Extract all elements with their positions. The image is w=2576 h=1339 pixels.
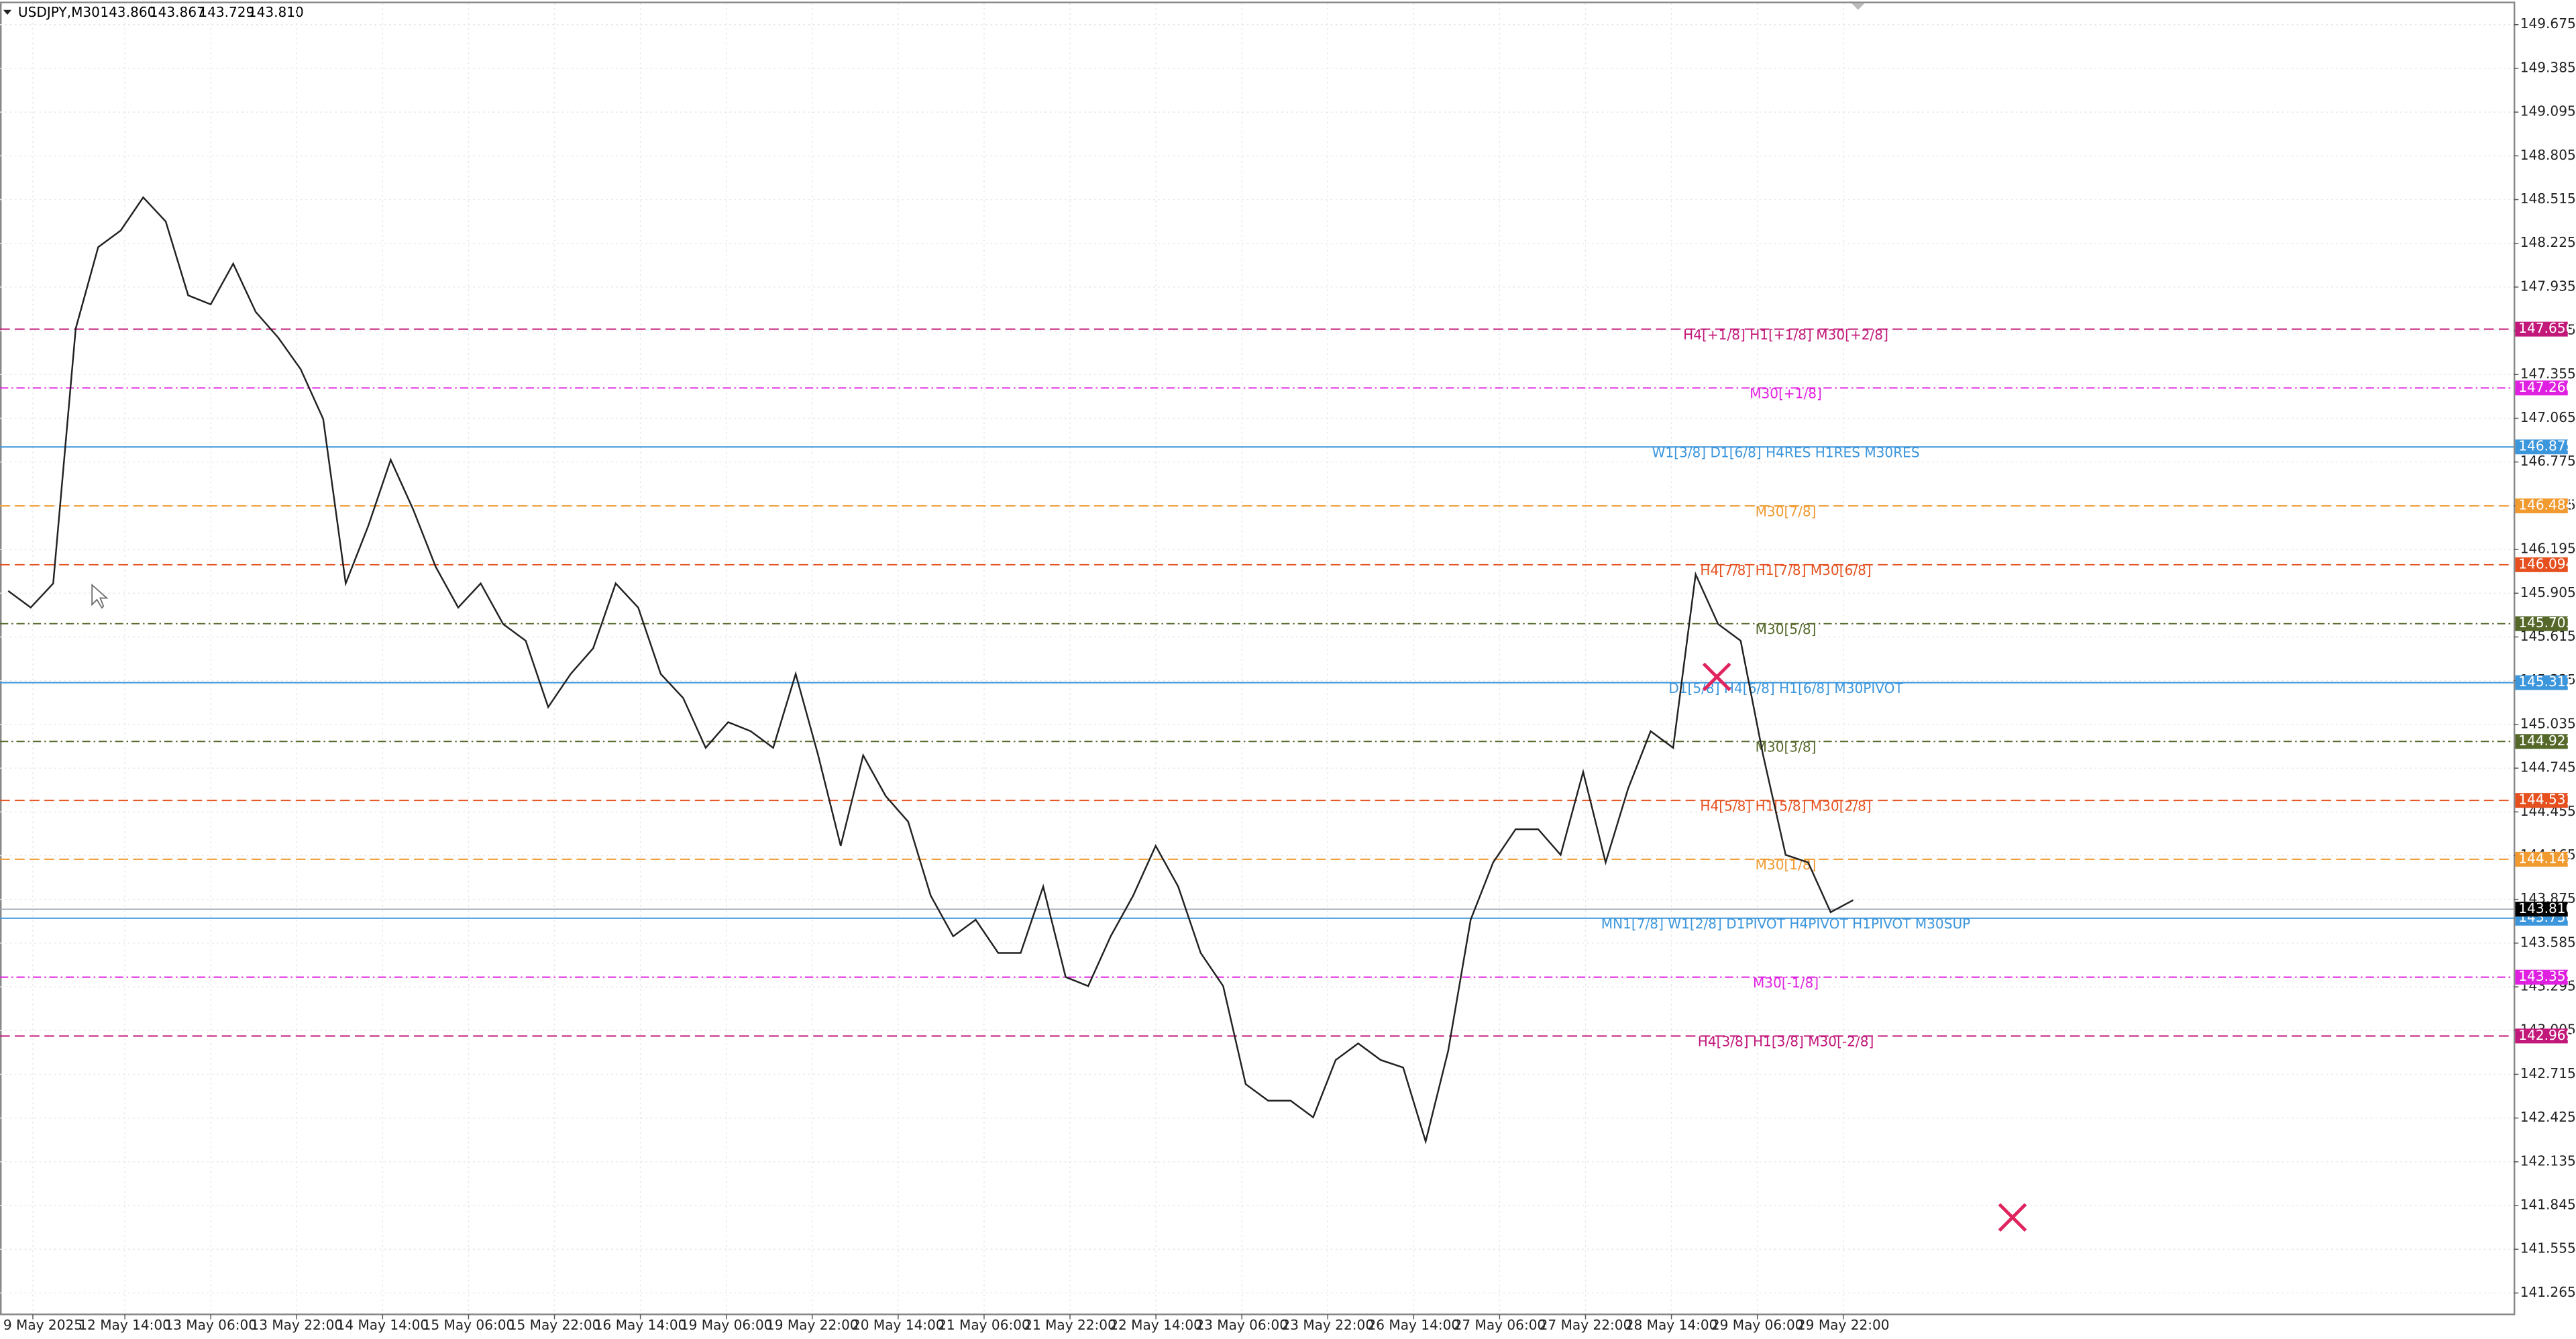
y-tick-label: 148.805: [2520, 147, 2576, 163]
price-tag: [2515, 321, 2568, 337]
level-label: M30[1/8]: [1756, 857, 1817, 873]
y-tick-label: 147.935: [2520, 278, 2576, 294]
price-tag: [2515, 557, 2568, 572]
y-tick-label: 141.555: [2520, 1240, 2576, 1256]
y-tick-label: 141.265: [2520, 1284, 2576, 1300]
price-tag-label: 144.531: [2518, 792, 2574, 808]
price-tag: [2515, 902, 2568, 917]
levels: H4[+1/8] H1[+1/8] M30[+2/8] M30[+1/8] W1[3…: [0, 327, 2514, 1050]
y-tick-label: 141.845: [2520, 1197, 2576, 1213]
price-tag-label: 146.875: [2518, 438, 2574, 454]
price-tag: [2515, 439, 2568, 455]
level-label: H4[7/8] H1[7/8] M30[6/8]: [1700, 562, 1871, 578]
x-tick-label: 27 May 06:00: [1454, 1317, 1546, 1333]
x-tick-label: 23 May 06:00: [1195, 1317, 1288, 1333]
level-label: M30[3/8]: [1756, 739, 1817, 755]
y-tick-label: 147.355: [2520, 366, 2576, 382]
y-tick-label: 146.195: [2520, 541, 2576, 557]
symbol: USDJPY,M30: [18, 4, 100, 20]
x-tick-label: 21 May 06:00: [938, 1317, 1030, 1333]
price-tag: [2515, 734, 2568, 749]
x-tick-label: 28 May 14:00: [1625, 1317, 1718, 1333]
axes: 149.675 149.385 149.095 148.805 148.515 148.2…: [3, 15, 2576, 1333]
level-label: H4[+1/8] H1[+1/8] M30[+2/8]: [1683, 327, 1888, 343]
level-label: H4[3/8] H1[3/8] M30[-2/8]: [1698, 1034, 1874, 1050]
price-line: [7, 196, 1854, 1145]
level-label: M30[-1/8]: [1753, 975, 1819, 991]
y-tick-label: 149.675: [2520, 15, 2576, 32]
price-tag: [2515, 851, 2568, 867]
price-tag: [2515, 380, 2568, 396]
level-label: W1[3/8] D1[6/8] H4RES H1RES M30RES: [1652, 445, 1919, 461]
close: 143.810: [248, 4, 304, 20]
level-label: H4[5/8] H1[5/8] M30[2/8]: [1700, 798, 1871, 814]
cross-marker: [1998, 1203, 2027, 1232]
price-tag-label: 146.484: [2518, 497, 2574, 513]
price-tag-label: 146.094: [2518, 555, 2574, 572]
price-tag-label: 143.810: [2518, 900, 2574, 916]
x-tick-label: 23 May 22:00: [1281, 1317, 1374, 1333]
price-tag: [2515, 616, 2568, 631]
x-tick-label: 22 May 14:00: [1110, 1317, 1202, 1333]
y-tick-label: 144.745: [2520, 759, 2576, 775]
y-tick-label: 147.065: [2520, 409, 2576, 425]
menu-icon[interactable]: [3, 9, 12, 15]
y-tick-label: 143.585: [2520, 934, 2576, 950]
price-tag-label: 144.141: [2518, 850, 2574, 866]
price: [7, 196, 1854, 1145]
y-tick-label: 142.425: [2520, 1109, 2576, 1125]
price-tag: [2515, 969, 2568, 985]
plot-frame: [0, 1, 2516, 1316]
y-tick-label: 149.095: [2520, 103, 2576, 119]
y-tick-label: 148.515: [2520, 191, 2576, 207]
x-tick-label: 21 May 22:00: [1024, 1317, 1116, 1333]
y-tick-label: 145.035: [2520, 715, 2576, 731]
high: 143.867: [150, 4, 205, 20]
price-tag-label: 145.703: [2518, 614, 2574, 631]
x-tick-label: 20 May 14:00: [852, 1317, 945, 1333]
price-tag: [2515, 675, 2568, 690]
level-label: M30[5/8]: [1756, 621, 1817, 637]
price-tag-label: 147.266: [2518, 379, 2574, 395]
x-tick-label: 29 May 06:00: [1711, 1317, 1804, 1333]
x-tick-label: 13 May 06:00: [164, 1317, 257, 1333]
level-label: M30[7/8]: [1756, 503, 1817, 519]
grid: [0, 3, 2514, 1315]
x-tick-label: 9 May 2025: [3, 1317, 83, 1333]
open: 143.860: [100, 4, 156, 20]
x-tick-label: 12 May 14:00: [78, 1317, 171, 1333]
price-tag: [2515, 793, 2568, 808]
price-tag-label: 147.656: [2518, 320, 2574, 336]
x-tick-label: 29 May 22:00: [1797, 1317, 1890, 1333]
x-tick-label: 26 May 14:00: [1368, 1317, 1460, 1333]
y-tick-label: 142.135: [2520, 1153, 2576, 1169]
price-tag-label: 143.359: [2518, 968, 2574, 984]
price-tag-label: 142.969: [2518, 1027, 2574, 1043]
level-label: MN1[7/8] W1[2/8] D1PIVOT H4PIVOT H1PIVOT…: [1601, 916, 1970, 932]
x-tick-label: 16 May 14:00: [594, 1317, 687, 1333]
x-tick-label: 14 May 14:00: [337, 1317, 429, 1333]
y-tick-label: 149.385: [2520, 59, 2576, 75]
shift-marker[interactable]: [1851, 3, 1865, 10]
x-tick-label: 19 May 22:00: [766, 1317, 859, 1333]
x-tick-label: 15 May 06:00: [423, 1317, 515, 1333]
y-tick-label: 148.225: [2520, 234, 2576, 250]
level-label: M30[+1/8]: [1750, 386, 1822, 402]
price-tag: [2515, 1028, 2568, 1044]
y-tick-label: 146.775: [2520, 453, 2576, 469]
low: 143.729: [199, 4, 254, 20]
x-tick-label: 27 May 22:00: [1540, 1317, 1632, 1333]
x-tick-label: 13 May 22:00: [250, 1317, 343, 1333]
y-tick-label: 145.905: [2520, 584, 2576, 600]
y-tick-label: 142.715: [2520, 1065, 2576, 1081]
x-tick-label: 15 May 22:00: [508, 1317, 601, 1333]
cross-marker: [1702, 662, 1731, 692]
price-tag-label: 144.922: [2518, 733, 2574, 749]
price-tag: [2515, 498, 2568, 514]
cursor: [91, 583, 109, 609]
price-tag-label: 145.312: [2518, 674, 2574, 690]
x-tick-label: 19 May 06:00: [680, 1317, 773, 1333]
